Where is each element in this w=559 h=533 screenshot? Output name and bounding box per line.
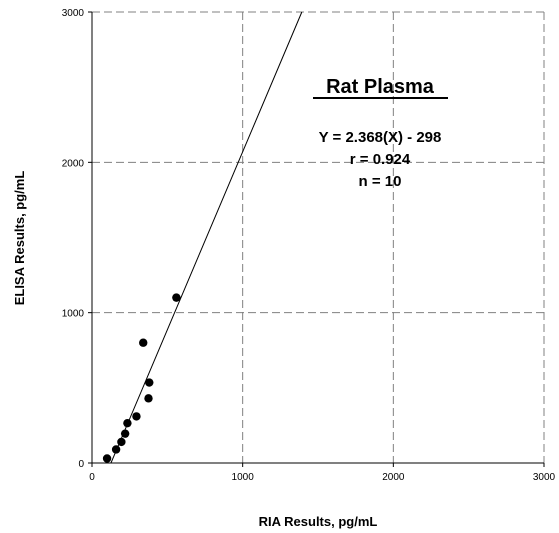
data-points [102, 293, 181, 463]
x-tick-label: 1000 [232, 472, 255, 483]
regression-line [110, 11, 303, 464]
data-point [144, 394, 153, 403]
x-tick-label: 3000 [533, 472, 556, 483]
data-point [117, 437, 126, 447]
data-point [132, 412, 141, 421]
y-tick-label: 2000 [62, 158, 85, 169]
data-point [120, 429, 130, 438]
axis-ticks: 0 1000 2000 3000 0 1000 2000 3000 [62, 8, 556, 483]
data-point [145, 378, 154, 387]
grid-lines [92, 11, 545, 463]
x-tick-label: 0 [89, 472, 95, 483]
correlation-r: r = 0.924 [350, 151, 411, 168]
data-point [111, 445, 121, 454]
data-point [139, 338, 148, 347]
y-tick-label: 3000 [62, 8, 85, 19]
data-point [172, 293, 181, 302]
data-point [123, 418, 132, 428]
plot-area [92, 12, 544, 463]
sample-size-n: n = 10 [359, 173, 402, 190]
panel-title: Rat Plasma [326, 76, 435, 98]
y-tick-label: 0 [78, 459, 84, 470]
regression-equation: Y = 2.368(X) - 298 [319, 129, 442, 146]
y-tick-label: 1000 [62, 309, 85, 320]
x-axis-title: RIA Results, pg/mL [259, 514, 378, 529]
x-tick-label: 2000 [382, 472, 405, 483]
data-point [102, 454, 112, 463]
y-axis-title: ELISA Results, pg/mL [12, 171, 27, 306]
